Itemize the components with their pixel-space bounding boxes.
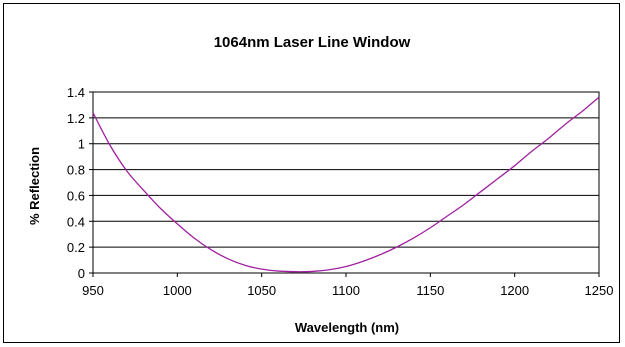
- x-tick-label: 1200: [500, 283, 529, 298]
- series-line: [92, 96, 600, 273]
- y-tick-label: 1.2: [67, 111, 85, 126]
- y-tick-label: 1: [78, 137, 85, 152]
- x-tick-label: 1000: [163, 283, 192, 298]
- series-layer: [92, 96, 600, 273]
- chart-frame: 1064nm Laser Line Window 0 0.2 0.4 0.6 0.8 1 1…: [3, 3, 620, 343]
- y-tick-label: 0: [78, 266, 85, 281]
- x-tick-label: 1150: [416, 283, 444, 298]
- x-tick-label: 1100: [332, 283, 360, 298]
- x-tick-label: 1050: [247, 283, 276, 298]
- x-axis-title: Wavelength (nm): [295, 320, 399, 335]
- y-axis-ticks: 0 0.2 0.4 0.6 0.8 1 1.2 1.4: [67, 85, 93, 281]
- y-tick-label: 0.8: [67, 163, 85, 178]
- x-axis-ticks: 950 1000 1050 1100 1150 1200 1250: [82, 273, 613, 298]
- y-tick-label: 1.4: [67, 85, 85, 100]
- plot-area: [92, 91, 600, 274]
- x-tick-label: 1250: [585, 283, 614, 298]
- y-tick-label: 0.6: [67, 188, 85, 203]
- y-axis-title: % Reflection: [27, 147, 42, 225]
- chart-svg: 1064nm Laser Line Window 00.20.40.60.811…: [27, 34, 613, 335]
- chart-title: 1064nm Laser Line Window: [214, 34, 411, 51]
- y-tick-label: 0.2: [67, 240, 85, 255]
- grid-lines: [93, 91, 599, 248]
- y-tick-label: 0.4: [67, 214, 85, 229]
- x-tick-label: 950: [82, 283, 104, 298]
